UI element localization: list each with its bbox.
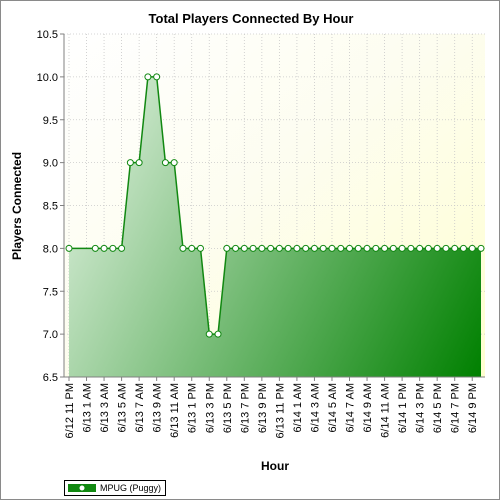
x-tick-label: 6/13 3 AM: [99, 383, 111, 433]
series-area-mpug: [69, 76, 481, 378]
x-tick-label: 6/13 9 AM: [152, 383, 164, 433]
x-tick-label: 6/14 5 PM: [432, 383, 444, 433]
data-point: [293, 244, 301, 252]
data-point: [240, 244, 248, 252]
x-tick-label: 6/14 11 AM: [380, 383, 392, 438]
x-tick-label: 6/14 7 AM: [345, 383, 357, 433]
x-tick-label: 6/13 5 AM: [117, 383, 129, 433]
data-point: [398, 244, 406, 252]
data-point: [363, 244, 371, 252]
data-point: [451, 244, 459, 252]
legend-swatch-icon: [68, 484, 96, 492]
data-point: [118, 244, 126, 252]
data-point: [416, 244, 424, 252]
x-tick-label: 6/13 1 AM: [82, 383, 94, 433]
data-point: [223, 244, 231, 252]
data-point: [346, 244, 354, 252]
data-point: [205, 330, 213, 338]
data-point: [258, 244, 266, 252]
data-point: [442, 244, 450, 252]
data-point: [337, 244, 345, 252]
data-point: [468, 244, 476, 252]
data-point: [328, 244, 336, 252]
x-axis-ticks: 6/12 11 PM 6/13 1 AM 6/13 3 AM 6/13 5 AM 6/1…: [64, 377, 479, 438]
data-point: [249, 244, 257, 252]
data-point: [275, 244, 283, 252]
series-markers: [65, 73, 485, 338]
data-point: [188, 244, 196, 252]
x-tick-label: 6/14 9 AM: [362, 383, 374, 433]
y-tick-label: 8.0: [43, 243, 58, 255]
data-point: [477, 244, 485, 252]
data-point: [354, 244, 362, 252]
data-point: [153, 73, 161, 81]
data-point: [319, 244, 327, 252]
y-tick-label: 6.5: [43, 372, 58, 384]
y-tick-label: 10.0: [37, 72, 58, 84]
y-axis-title: Players Connected: [10, 152, 24, 260]
data-point: [284, 244, 292, 252]
x-tick-label: 6/13 7 AM: [134, 383, 146, 433]
x-tick-label: 6/13 11 AM: [169, 383, 181, 438]
chart-title: Total Players Connected By Hour: [149, 11, 354, 26]
data-point: [109, 244, 117, 252]
data-point: [267, 244, 275, 252]
x-tick-label: 6/13 3 PM: [204, 383, 216, 433]
y-tick-label: 7.5: [43, 286, 58, 298]
y-tick-label: 10.5: [37, 29, 58, 41]
series-line-mpug: [69, 76, 481, 335]
x-tick-label: 6/14 1 PM: [397, 383, 409, 433]
data-point: [232, 244, 240, 252]
data-point: [179, 244, 187, 252]
y-tick-label: 7.0: [43, 329, 58, 341]
data-point: [161, 159, 169, 167]
x-tick-label: 6/13 9 PM: [257, 383, 269, 433]
data-point: [126, 159, 134, 167]
data-point: [389, 244, 397, 252]
x-tick-label: 6/14 9 PM: [467, 383, 479, 433]
y-axis-ticks: 6.5 7.0 7.5 8.0 8.5 9.0 9.5 10.0 10.5: [37, 29, 64, 384]
data-point: [407, 244, 415, 252]
x-tick-label: 6/13 11 PM: [274, 383, 286, 438]
x-tick-label: 6/13 7 PM: [239, 383, 251, 433]
x-tick-label: 6/12 11 PM: [64, 383, 76, 438]
data-point: [459, 244, 467, 252]
data-point: [302, 244, 310, 252]
data-point: [91, 244, 99, 252]
x-tick-label: 6/14 7 PM: [450, 383, 462, 433]
x-tick-label: 6/13 5 PM: [222, 383, 234, 433]
data-point: [433, 244, 441, 252]
data-point: [372, 244, 380, 252]
data-point: [310, 244, 318, 252]
data-point: [65, 244, 73, 252]
data-point: [100, 244, 108, 252]
y-tick-label: 9.5: [43, 115, 58, 127]
x-tick-label: 6/14 3 PM: [415, 383, 427, 433]
x-axis-title: Hour: [261, 459, 289, 473]
y-tick-label: 8.5: [43, 201, 58, 213]
x-tick-label: 6/14 3 AM: [309, 383, 321, 433]
x-tick-label: 6/14 1 AM: [292, 383, 304, 433]
x-tick-label: 6/13 1 PM: [187, 383, 199, 433]
data-point: [381, 244, 389, 252]
x-tick-label: 6/14 5 AM: [327, 383, 339, 433]
data-point: [135, 159, 143, 167]
data-point: [196, 244, 204, 252]
data-point: [144, 73, 152, 81]
data-point: [170, 159, 178, 167]
y-tick-label: 9.0: [43, 158, 58, 170]
legend-label: MPUG (Puggy): [100, 483, 162, 493]
data-point: [214, 330, 222, 338]
data-point: [424, 244, 432, 252]
legend: MPUG (Puggy): [64, 480, 167, 496]
